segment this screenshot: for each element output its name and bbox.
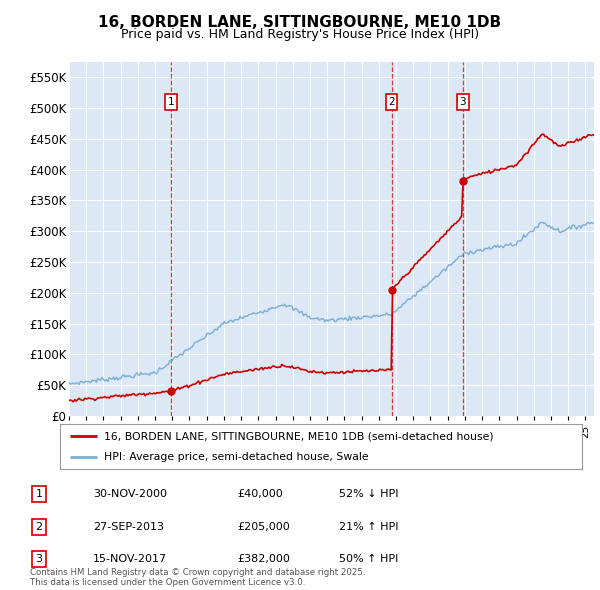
Text: 2: 2 — [388, 97, 395, 107]
Text: 27-SEP-2013: 27-SEP-2013 — [93, 522, 164, 532]
Text: Price paid vs. HM Land Registry's House Price Index (HPI): Price paid vs. HM Land Registry's House … — [121, 28, 479, 41]
Text: 30-NOV-2000: 30-NOV-2000 — [93, 489, 167, 499]
Text: £382,000: £382,000 — [237, 555, 290, 564]
Text: 16, BORDEN LANE, SITTINGBOURNE, ME10 1DB: 16, BORDEN LANE, SITTINGBOURNE, ME10 1DB — [98, 15, 502, 30]
Text: Contains HM Land Registry data © Crown copyright and database right 2025.
This d: Contains HM Land Registry data © Crown c… — [30, 568, 365, 587]
Text: HPI: Average price, semi-detached house, Swale: HPI: Average price, semi-detached house,… — [104, 452, 369, 462]
Text: 15-NOV-2017: 15-NOV-2017 — [93, 555, 167, 564]
Text: 52% ↓ HPI: 52% ↓ HPI — [339, 489, 398, 499]
Text: 21% ↑ HPI: 21% ↑ HPI — [339, 522, 398, 532]
Text: 3: 3 — [460, 97, 466, 107]
Text: £40,000: £40,000 — [237, 489, 283, 499]
Text: 2: 2 — [35, 522, 43, 532]
Text: 1: 1 — [35, 489, 43, 499]
Text: 50% ↑ HPI: 50% ↑ HPI — [339, 555, 398, 564]
Text: 3: 3 — [35, 555, 43, 564]
Text: 16, BORDEN LANE, SITTINGBOURNE, ME10 1DB (semi-detached house): 16, BORDEN LANE, SITTINGBOURNE, ME10 1DB… — [104, 431, 494, 441]
Text: £205,000: £205,000 — [237, 522, 290, 532]
Text: 1: 1 — [167, 97, 174, 107]
